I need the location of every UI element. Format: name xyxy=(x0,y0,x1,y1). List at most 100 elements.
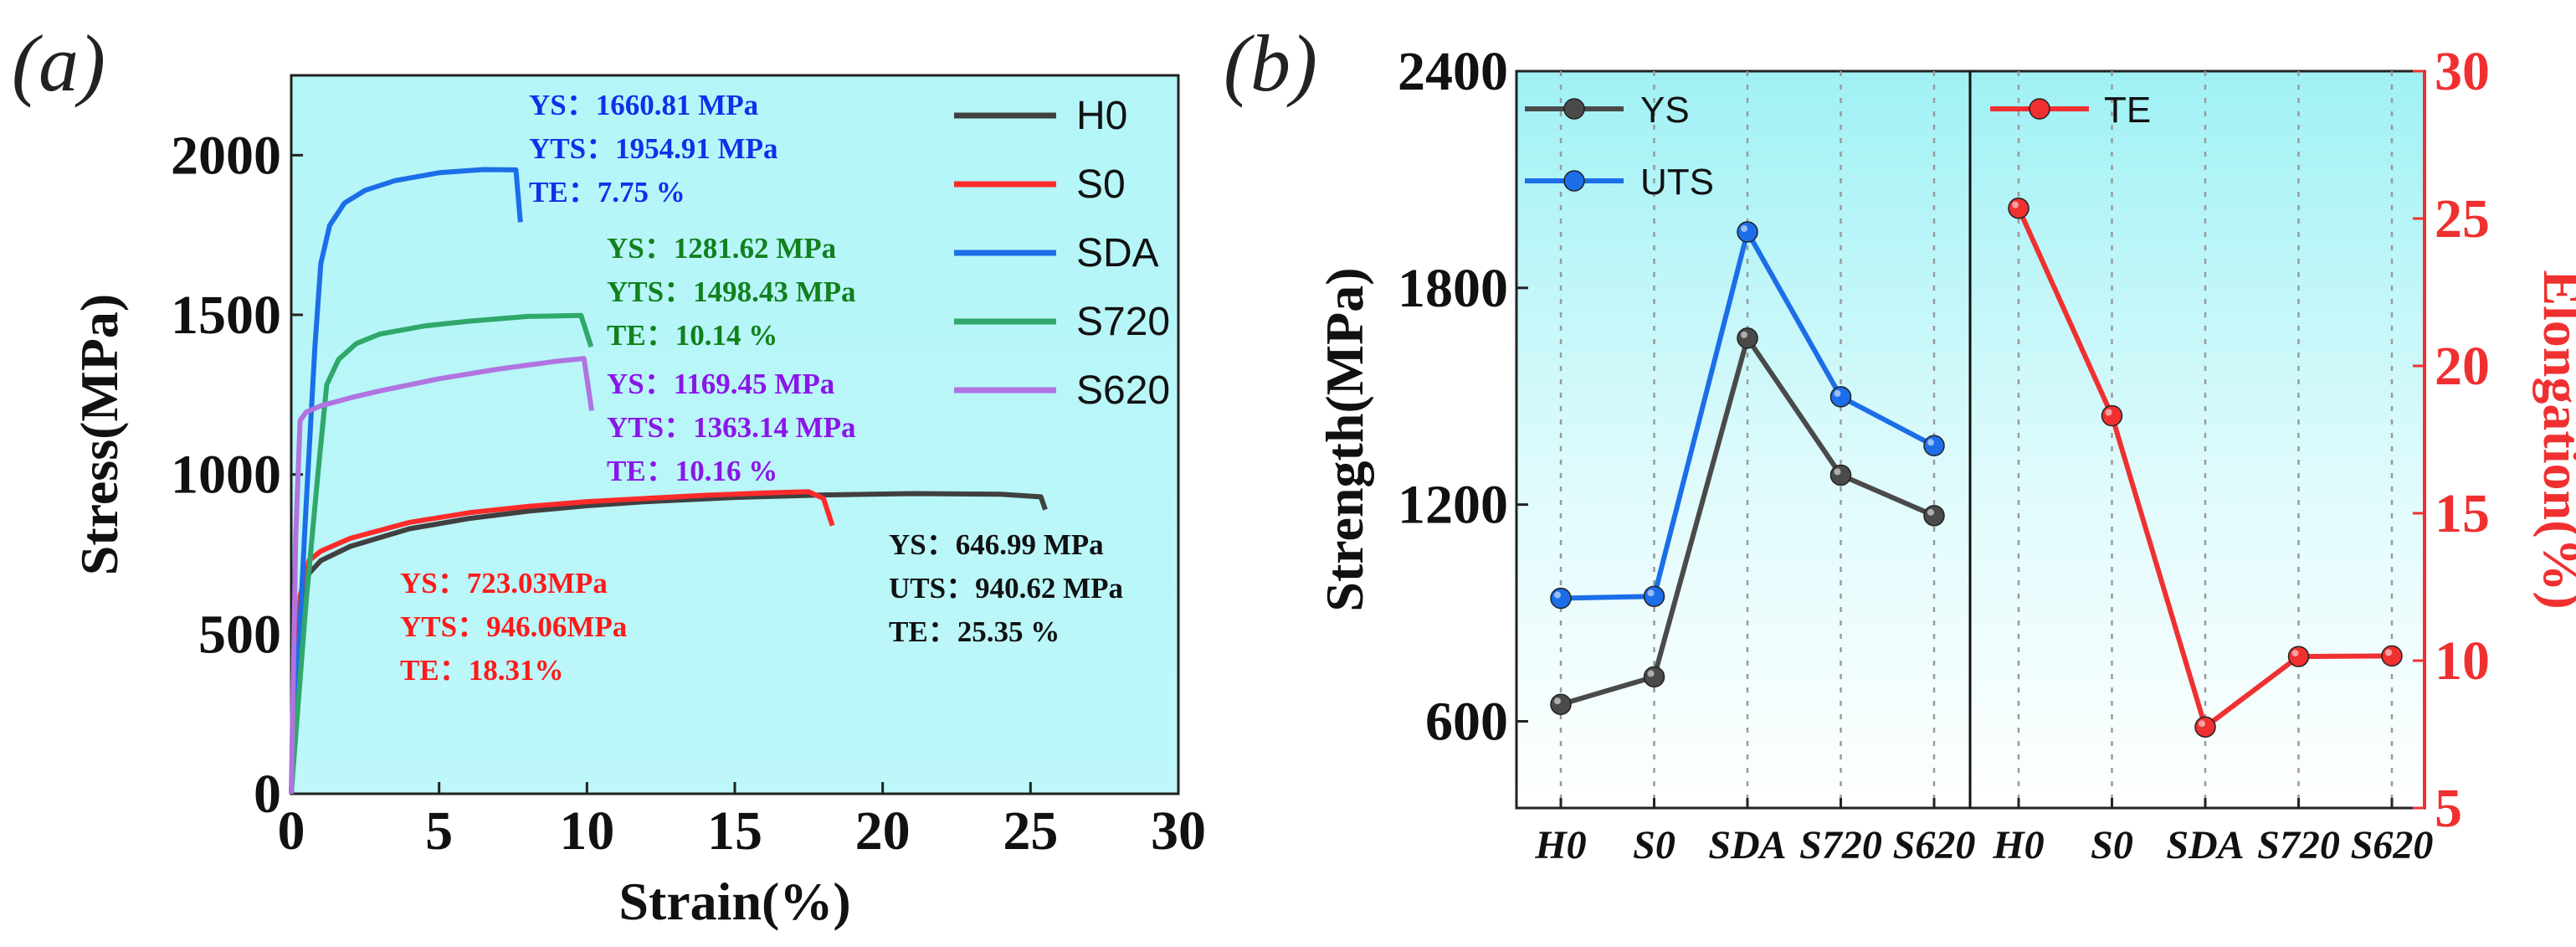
a-annotation-sda: YS：1660.81 MPa xyxy=(529,89,758,121)
a-annotation-s0: YTS：946.06MPa xyxy=(400,610,627,643)
a-legend: H0 S0 SDA S720 S620 xyxy=(954,94,1170,413)
b-ys-point xyxy=(1829,464,1852,486)
a-annotation-s720: TE：10.14 % xyxy=(607,319,777,352)
b-te-point-highlight xyxy=(2105,409,2112,416)
b-x-tick-label-right: S620 xyxy=(2351,823,2434,867)
b-legend-label-te: TE xyxy=(2104,90,2151,131)
b-ys-point-highlight xyxy=(1927,508,1934,516)
b-x-tick-label-left: SDA xyxy=(1708,823,1786,867)
panel-a: (a) 0 5 10 15 20 25 30 0 500 1000 1500 2000 H0 S0 SDA… xyxy=(12,18,1206,931)
a-y-tick-label: 1000 xyxy=(171,445,281,506)
b-ys-point xyxy=(1923,505,1945,527)
a-annotation-s720: YTS：1498.43 MPa xyxy=(607,275,856,308)
b-uts-point-highlight xyxy=(1741,224,1747,232)
a-annotation-s0: YS：723.03MPa xyxy=(400,567,608,600)
plot-area-a xyxy=(290,74,1180,795)
a-series-line-s0 xyxy=(289,489,835,795)
b-left-tick-label: 600 xyxy=(1425,691,1508,752)
b-ys-point xyxy=(1737,327,1758,349)
b-left-tick-label: 1800 xyxy=(1398,258,1508,319)
b-uts-point xyxy=(1923,435,1945,457)
a-annotation-s720: YS：1281.62 MPa xyxy=(607,232,836,265)
b-uts-point xyxy=(1643,585,1665,607)
a-x-tick-label: 15 xyxy=(707,800,762,862)
a-y-tick-label: 2000 xyxy=(171,125,281,186)
a-x-tick-label: 20 xyxy=(855,800,911,862)
panel-b-label: (b) xyxy=(1224,18,1317,108)
b-right-tick-label: 30 xyxy=(2435,41,2490,102)
b-right-tick-label: 25 xyxy=(2435,188,2490,250)
a-annotation-s620: TE：10.16 % xyxy=(607,455,777,487)
a-series-line-sda xyxy=(289,167,523,795)
a-legend-label-s620: S620 xyxy=(1076,368,1170,413)
b-uts-point xyxy=(1550,587,1572,610)
b-x-tick-label-right: SDA xyxy=(2166,823,2244,867)
a-y-axis-label: Stress(MPa) xyxy=(69,294,129,576)
b-te-point-highlight xyxy=(2199,720,2205,728)
b-right-tick-label: 10 xyxy=(2435,630,2490,692)
b-te-point xyxy=(2287,646,2310,667)
a-x-tick-label: 25 xyxy=(1003,800,1058,862)
a-legend-label-s720: S720 xyxy=(1076,300,1170,344)
b-legend-marker-ys xyxy=(1563,98,1585,120)
b-legend-marker-te xyxy=(2029,98,2050,120)
a-x-tick-label: 5 xyxy=(425,800,453,862)
b-te-point xyxy=(2194,716,2216,738)
b-uts-point-highlight xyxy=(1554,591,1561,599)
a-x-tick-label: 30 xyxy=(1151,800,1206,862)
a-annotation-h0: TE：25.35 % xyxy=(889,615,1060,648)
b-uts-point-highlight xyxy=(1927,439,1934,446)
b-x-tick-label-left: H0 xyxy=(1534,823,1586,867)
b-te-point xyxy=(2381,645,2403,667)
a-legend-label-s0: S0 xyxy=(1076,162,1126,207)
b-te-point xyxy=(2008,197,2029,219)
b-te-point-highlight xyxy=(2385,649,2392,656)
b-left-axis-label: Strength(MPa) xyxy=(1315,267,1374,611)
panel-a-label: (a) xyxy=(12,18,105,108)
b-legend-marker-uts xyxy=(1563,170,1585,192)
b-x-tick-label-right: H0 xyxy=(1992,823,2044,867)
b-x-tick-label-left: S720 xyxy=(1799,823,1882,867)
b-legend: YS UTS TE xyxy=(1525,90,2151,203)
a-annotation-sda: TE：7.75 % xyxy=(529,176,685,208)
a-legend-label-sda: SDA xyxy=(1076,231,1159,275)
a-x-tick-label: 0 xyxy=(278,800,305,862)
a-annotation-s620: YS：1169.45 MPa xyxy=(607,368,834,400)
b-ys-point xyxy=(1643,666,1665,688)
a-series-line-s720 xyxy=(289,312,594,795)
a-series-lines xyxy=(289,167,1048,795)
b-uts-point-highlight xyxy=(1834,389,1841,397)
a-series-line-h0 xyxy=(289,491,1048,795)
b-right-tick-label: 20 xyxy=(2435,336,2490,397)
a-annotations: YS：1660.81 MPa YTS：1954.91 MPa TE：7.75 % YS… xyxy=(400,89,1123,687)
b-te-point-highlight xyxy=(2012,201,2019,208)
b-x-tick-label-right: S0 xyxy=(2091,823,2133,867)
b-x-tick-label-right: S720 xyxy=(2257,823,2340,867)
b-uts-point xyxy=(1737,221,1758,243)
b-series-lines xyxy=(1550,197,2403,738)
a-x-tick-label: 10 xyxy=(559,800,614,862)
b-ys-point-highlight xyxy=(1647,670,1655,677)
a-legend-label-h0: H0 xyxy=(1076,94,1127,138)
a-annotation-h0: UTS：940.62 MPa xyxy=(889,572,1123,605)
a-axis-ticks: 0 5 10 15 20 25 30 0 500 1000 1500 2000 xyxy=(171,125,1206,862)
b-legend-label-ys: YS xyxy=(1640,90,1690,131)
b-right-axis-label: Elongation(%) xyxy=(2532,270,2576,609)
a-annotation-s620: YTS：1363.14 MPa xyxy=(607,411,856,444)
a-x-axis-label: Strain(%) xyxy=(618,872,850,931)
b-te-point xyxy=(2101,404,2123,427)
a-series-line-s620 xyxy=(289,356,594,795)
b-ys-point-highlight xyxy=(1554,697,1561,705)
a-y-tick-label: 500 xyxy=(198,604,281,665)
a-annotation-h0: YS：646.99 MPa xyxy=(889,528,1104,561)
b-left-tick-label: 1200 xyxy=(1398,475,1508,536)
b-uts-point-highlight xyxy=(1647,589,1655,597)
b-x-tick-label-left: S620 xyxy=(1893,823,1976,867)
b-uts-point xyxy=(1829,386,1852,408)
b-ys-point-highlight xyxy=(1834,468,1841,476)
b-left-tick-label: 2400 xyxy=(1398,41,1508,102)
b-te-point-highlight xyxy=(2291,650,2299,657)
a-y-tick-label: 0 xyxy=(254,764,281,825)
